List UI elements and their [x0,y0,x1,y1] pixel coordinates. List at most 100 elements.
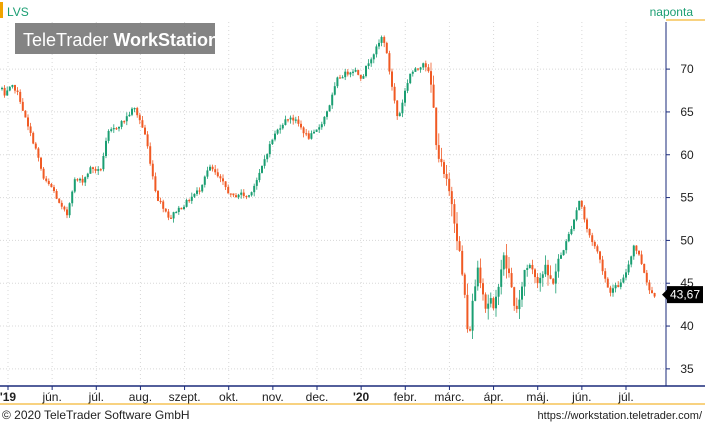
last-price-arrow-icon [662,289,667,300]
candle-body [141,120,144,128]
candle-body [19,91,22,102]
candle-body [68,203,71,216]
candle-body [305,133,308,135]
candle-body [424,63,427,68]
x-tick-label: dec. [306,390,329,404]
candle-body [562,250,565,256]
candle-body [622,277,625,283]
candle-body [24,110,27,118]
candle-body [630,256,633,265]
x-tick-label: okt. [219,390,238,404]
x-tick-label: jún. [571,390,591,404]
candle-body [263,159,266,166]
candle-body [492,298,495,309]
candle-body [385,42,388,54]
candle-body [510,273,513,288]
candle-body [443,162,445,174]
candle-body [648,282,651,291]
x-tick-label: júl. [617,390,633,404]
candle-body [11,85,14,87]
candle-body [89,167,92,174]
candle-body [578,200,581,211]
candle-body [469,329,471,331]
candle-body [190,196,193,201]
candle-body [422,63,425,68]
candle-body [281,124,284,129]
candle-body [151,163,154,177]
candle-body [76,179,79,181]
candle-body [541,274,544,278]
grid-lines [0,22,666,386]
candle-body [365,65,367,77]
source-url-link[interactable]: https://workstation.teletrader.com/ [538,410,703,422]
candle-body [97,169,100,171]
candle-body [183,206,185,210]
candle-body [248,195,250,197]
x-axis-ticks: '19 jún. júl. aug. szept. okt. nov. dec. '20 febr… [0,386,634,404]
candle-body [138,115,141,121]
candle-body [528,264,531,269]
candle-body [284,119,287,125]
candle-body [352,71,354,73]
candle-body [518,299,521,310]
candle-body [463,274,466,295]
candle-body [144,127,146,135]
candle-body [560,255,562,259]
candle-body [235,195,237,198]
candle-body [40,157,42,169]
candle-body [339,77,341,79]
candle-body [461,250,464,275]
candle-body [73,179,76,192]
candle-body [27,117,29,127]
candle-body [450,191,453,205]
candle-body [115,128,118,130]
candlesticks [1,35,656,339]
candle-body [539,277,542,284]
candle-body [599,251,601,260]
x-tick-label: júl. [88,390,104,404]
x-tick-label: nov. [262,390,284,404]
candle-body [297,119,300,124]
candle-body [453,204,456,224]
candle-body [170,217,172,219]
candle-body [99,169,102,171]
candle-body [175,211,178,214]
candle-body [42,168,45,179]
candle-body [245,195,248,198]
candle-body [638,250,640,255]
symbol-label: LVS [7,5,29,19]
candle-body [216,172,219,177]
candle-body [279,128,282,130]
candle-body [227,187,230,194]
candle-body [435,107,438,146]
y-tick-label: 35 [680,362,694,376]
candle-body [157,190,159,201]
candle-body [479,267,482,284]
candle-body [357,70,360,75]
candle-body [198,190,201,192]
candle-body [63,206,66,210]
candle-body [432,84,435,108]
x-tick-label: márc. [434,390,464,404]
candle-body [419,67,422,70]
candle-body [521,286,523,300]
candle-body [188,199,191,202]
candle-body [404,90,406,103]
candle-body [60,202,63,207]
candle-body [302,127,305,134]
candle-body [333,86,336,95]
candle-body [214,169,217,173]
x-tick-label: febr. [394,390,417,404]
candle-body [120,121,123,127]
candle-body [570,229,573,235]
candle-body [588,229,591,236]
y-tick-label: 65 [680,105,694,119]
candle-body [625,272,627,278]
candle-body [206,170,209,177]
candle-body [396,100,399,117]
candle-body [586,219,588,230]
candle-body [476,267,479,287]
candle-body [427,67,430,72]
candle-body [508,268,510,274]
